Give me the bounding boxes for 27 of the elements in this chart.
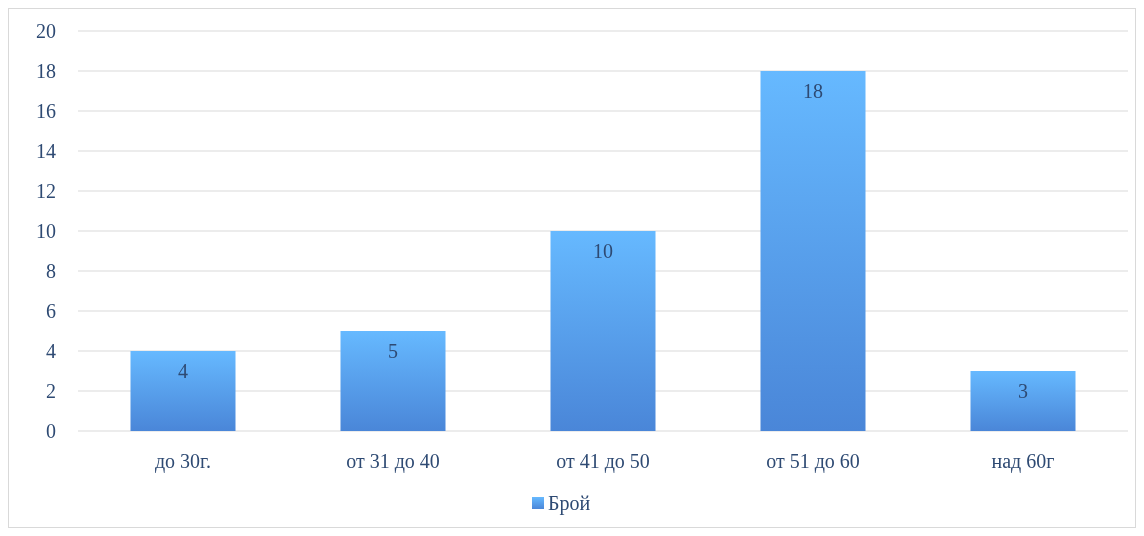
y-tick-label: 14 — [36, 140, 56, 162]
y-tick-label: 0 — [46, 420, 56, 442]
y-tick-label: 2 — [46, 380, 56, 402]
y-tick-label: 8 — [46, 260, 56, 282]
bar — [970, 371, 1076, 431]
y-tick-label: 16 — [36, 100, 56, 122]
data-label: 10 — [593, 240, 613, 262]
x-tick-label: от 51 до 60 — [766, 450, 860, 473]
data-label: 5 — [388, 340, 398, 362]
y-tick-label: 10 — [36, 220, 56, 242]
x-tick-label: до 30г. — [154, 450, 212, 473]
x-tick-label: от 31 до 40 — [346, 450, 440, 473]
y-tick-label: 18 — [36, 60, 56, 82]
bar — [550, 231, 656, 431]
data-label: 18 — [803, 80, 823, 102]
legend-label: Брой — [548, 492, 591, 515]
y-tick-label: 6 — [46, 300, 56, 322]
data-label: 4 — [178, 360, 188, 382]
y-tick-label: 12 — [36, 180, 56, 202]
data-label: 3 — [1018, 380, 1028, 402]
bar — [340, 331, 446, 431]
bar — [130, 351, 236, 431]
bar — [760, 71, 866, 431]
y-tick-label: 20 — [36, 20, 56, 42]
x-tick-label: над 60г — [991, 450, 1055, 473]
y-tick-label: 4 — [46, 340, 56, 362]
x-tick-label: от 41 до 50 — [556, 450, 650, 473]
